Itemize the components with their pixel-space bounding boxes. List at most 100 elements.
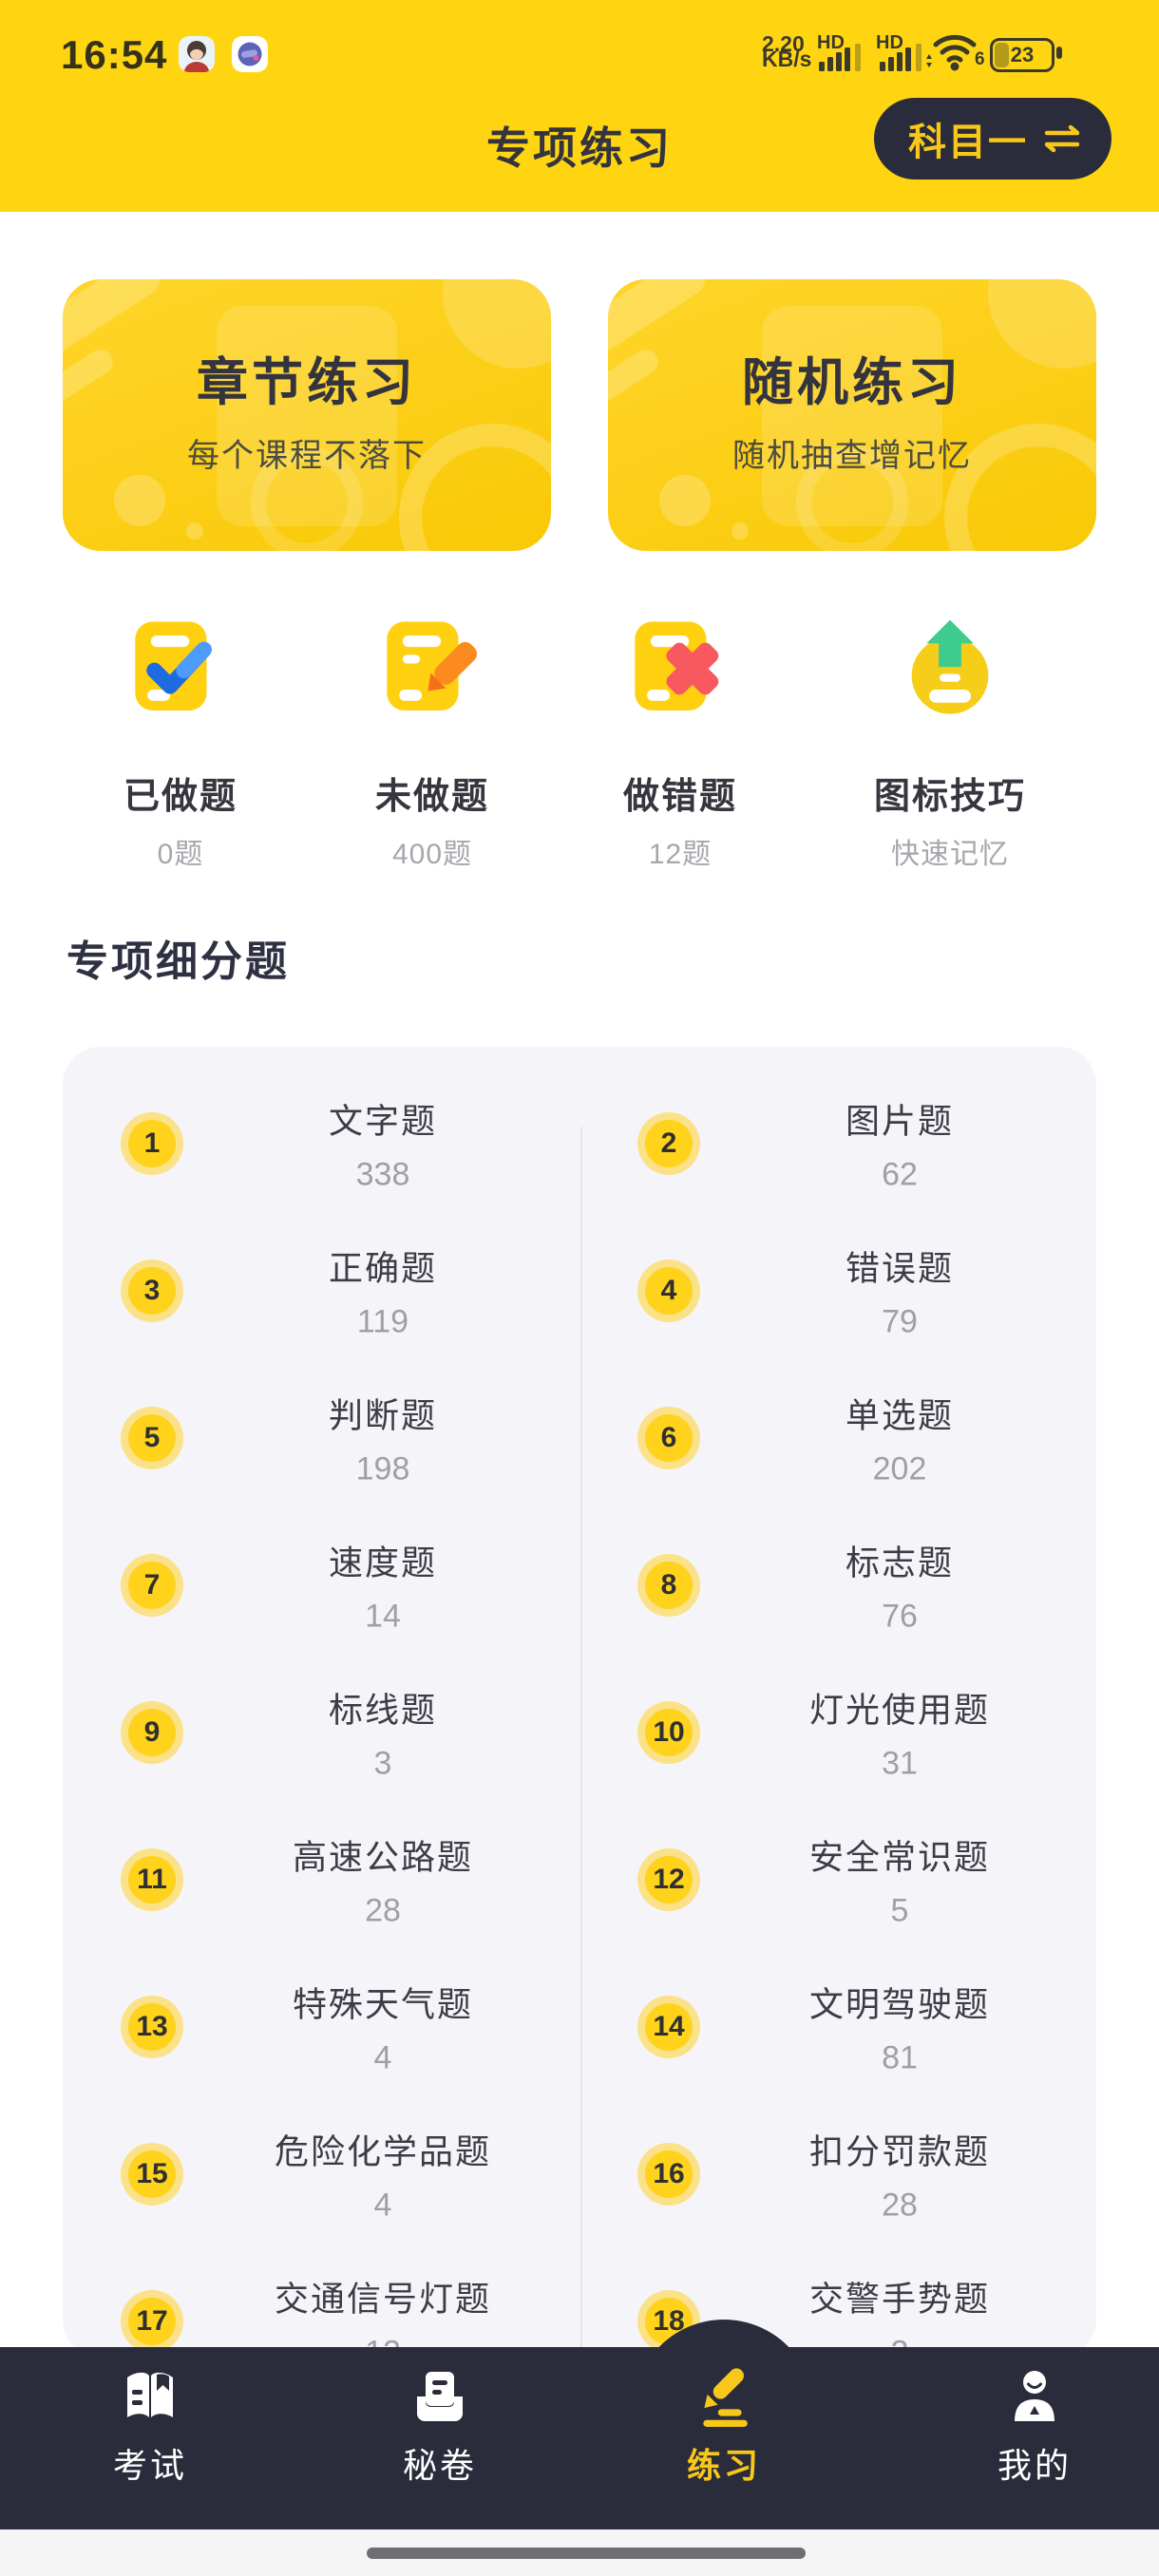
subcat-label: 文字题 <box>328 1101 437 1140</box>
subcat-label: 文明驾驶题 <box>808 1984 990 2023</box>
card-deco <box>732 522 749 540</box>
chapter-practice-card[interactable]: 章节练习 每个课程不落下 <box>63 279 551 551</box>
tab-practice[interactable]: 练习 <box>619 2347 828 2488</box>
avatar-notification-icon <box>179 36 215 72</box>
subcat-text: 速度题 14 <box>186 1535 580 1635</box>
gesture-strip <box>0 2529 1159 2576</box>
card-deco <box>114 475 165 526</box>
subcat-count: 198 <box>355 1450 410 1487</box>
tab-label: 我的 <box>997 2446 1072 2485</box>
subcat-number: 9 <box>128 1708 176 1756</box>
tab-exam[interactable]: 考试 <box>46 2347 255 2488</box>
subcat-number-badge: 7 <box>121 1553 183 1617</box>
subcat-item[interactable]: 18 交警手势题 2 <box>580 2247 1096 2358</box>
subcat-item[interactable]: 10 灯光使用题 31 <box>580 1658 1096 1806</box>
subcat-label: 交警手势题 <box>808 2279 990 2318</box>
done-questions-icon <box>128 616 233 722</box>
home-indicator[interactable] <box>367 2548 806 2559</box>
battery-fill <box>995 43 1009 67</box>
subcat-number-badge: 9 <box>121 1700 183 1764</box>
wrong-questions-icon <box>628 616 732 722</box>
shortcut-wrong-questions[interactable]: 做错题 12题 <box>576 616 785 872</box>
undone-questions-icon <box>380 616 484 722</box>
subcat-text: 文字题 338 <box>186 1093 580 1193</box>
subcat-label: 标志题 <box>845 1543 954 1582</box>
subcat-number: 5 <box>128 1413 176 1462</box>
bottom-tab-bar: 考试 秘卷 <box>0 2347 1159 2529</box>
subject-switch-button[interactable]: 科目一 <box>874 98 1112 180</box>
sim1-hd-badge: HD <box>817 32 845 53</box>
subcat-text: 标志题 76 <box>703 1535 1096 1635</box>
tab-secret-papers[interactable]: 秘卷 <box>335 2347 544 2488</box>
subcat-item[interactable]: 16 扣分罚款题 28 <box>580 2100 1096 2247</box>
subcat-item[interactable]: 2 图片题 62 <box>580 1070 1096 1217</box>
subcat-number: 1 <box>128 1119 176 1167</box>
clock: 16:54 <box>61 32 168 77</box>
subcat-count: 4 <box>373 2039 392 2075</box>
subcat-item[interactable]: 6 单选题 202 <box>580 1364 1096 1511</box>
subcat-count: 3 <box>373 1745 392 1781</box>
subcat-item[interactable]: 4 错误题 79 <box>580 1217 1096 1364</box>
subcat-item[interactable]: 8 标志题 76 <box>580 1511 1096 1658</box>
column-divider <box>580 1127 582 2358</box>
subcat-number: 2 <box>645 1119 693 1167</box>
subcat-label: 标线题 <box>328 1690 437 1729</box>
shortcut-icon-tips[interactable]: 图标技巧 快速记忆 <box>846 616 1054 872</box>
swap-icon <box>1044 124 1080 153</box>
subcat-count: 79 <box>882 1303 918 1339</box>
subcat-number: 3 <box>128 1266 176 1315</box>
subcat-label: 判断题 <box>328 1395 437 1434</box>
subcat-item[interactable]: 17 交通信号灯题 12 <box>63 2247 580 2358</box>
subcat-item[interactable]: 15 危险化学品题 4 <box>63 2100 580 2247</box>
subcat-text: 图片题 62 <box>703 1093 1096 1193</box>
tab-mine[interactable]: 我的 <box>930 2347 1139 2488</box>
wifi-band-label: 6 <box>975 49 985 69</box>
subcat-item[interactable]: 3 正确题 119 <box>63 1217 580 1364</box>
subcat-text: 错误题 79 <box>703 1241 1096 1340</box>
random-practice-card[interactable]: 随机练习 随机抽查增记忆 <box>608 279 1096 551</box>
subcat-item[interactable]: 14 文明驾驶题 81 <box>580 1953 1096 2100</box>
subcat-number-badge: 10 <box>637 1700 700 1764</box>
shortcut-undone-questions[interactable]: 未做题 400题 <box>328 616 537 872</box>
subcat-item[interactable]: 11 高速公路题 28 <box>63 1806 580 1953</box>
wifi-updown-arrows-icon <box>926 54 932 67</box>
subcat-text: 标线题 3 <box>186 1682 580 1782</box>
subcat-count: 28 <box>365 1892 401 1928</box>
subcategory-card: 1 文字题 338 2 图片题 62 3 正确题 119 <box>63 1047 1096 2358</box>
subcat-item[interactable]: 13 特殊天气题 4 <box>63 1953 580 2100</box>
subcat-number: 16 <box>645 2150 693 2198</box>
subcat-label: 高速公路题 <box>292 1837 473 1876</box>
subcat-item[interactable]: 1 文字题 338 <box>63 1070 580 1217</box>
subcat-count: 119 <box>356 1303 409 1339</box>
subcat-item[interactable]: 9 标线题 3 <box>63 1658 580 1806</box>
wifi-icon <box>933 34 977 71</box>
subcat-text: 交通信号灯题 12 <box>186 2271 580 2358</box>
shortcut-label: 未做题 <box>374 777 489 817</box>
subcat-number-badge: 4 <box>637 1259 700 1322</box>
subcat-label: 交通信号灯题 <box>274 2279 491 2318</box>
network-speed-value: 2.20 <box>762 31 805 56</box>
exam-book-icon <box>120 2366 180 2429</box>
shortcut-done-questions[interactable]: 已做题 0题 <box>76 616 285 872</box>
subcat-count: 14 <box>365 1598 401 1634</box>
subcat-number-badge: 11 <box>121 1847 183 1911</box>
card-deco <box>659 475 711 526</box>
subcat-label: 速度题 <box>328 1543 437 1582</box>
subcat-number-badge: 14 <box>637 1995 700 2058</box>
subcat-item[interactable]: 5 判断题 198 <box>63 1364 580 1511</box>
subcat-number: 15 <box>128 2150 176 2198</box>
subcat-text: 正确题 119 <box>186 1241 580 1340</box>
subcat-label: 特殊天气题 <box>292 1984 473 2023</box>
subcat-label: 灯光使用题 <box>808 1690 990 1729</box>
subcat-number: 17 <box>128 2297 176 2345</box>
subcat-item[interactable]: 7 速度题 14 <box>63 1511 580 1658</box>
card-deco <box>186 522 203 540</box>
subcat-number-badge: 6 <box>637 1406 700 1469</box>
subcat-number-badge: 8 <box>637 1553 700 1617</box>
battery-percent: 23 <box>1010 43 1035 66</box>
subcat-number: 8 <box>645 1561 693 1609</box>
header: 16:54 2.20 KB/s HD <box>0 0 1159 212</box>
subcat-item[interactable]: 12 安全常识题 5 <box>580 1806 1096 1953</box>
sim1-signal-icon <box>819 44 861 71</box>
